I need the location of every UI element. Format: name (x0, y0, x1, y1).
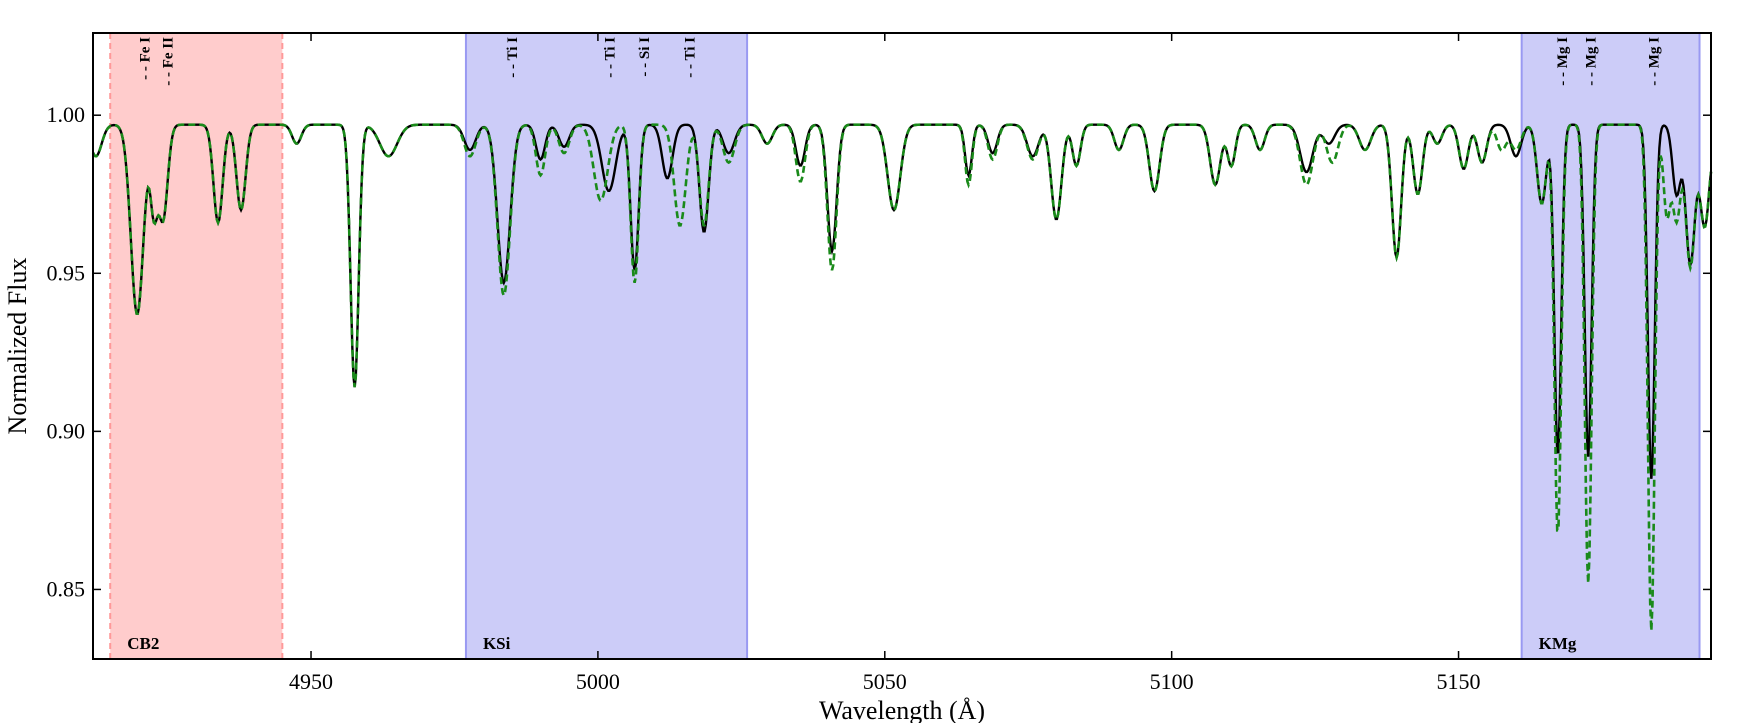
y-tick-label-2: 0.95 (47, 260, 86, 285)
line-id-label-0: - - Fe I (138, 37, 154, 80)
line-id-label-4: - - Si I (637, 37, 653, 77)
line-id-label-6: - - Mg I (1555, 37, 1571, 86)
line-id-label-7: - - Mg I (1584, 37, 1600, 86)
y-tick-label-0: 0.85 (47, 576, 86, 601)
x-tick-label-2: 5050 (863, 669, 907, 694)
x-axis-title: Wavelength (Å) (819, 696, 985, 723)
x-axis-ticks: 4950 5000 5050 5100 5150 (289, 33, 1481, 694)
x-tick-label-4: 5150 (1437, 669, 1481, 694)
band-cb2 (110, 33, 283, 659)
y-tick-label-1: 0.90 (47, 418, 86, 443)
spectrum-series (91, 123, 1713, 631)
band-label-kmg: KMg (1539, 634, 1577, 653)
line-id-label-3: - - Ti I (602, 37, 618, 78)
x-tick-label-0: 4950 (289, 669, 333, 694)
plot-frame (92, 32, 1712, 660)
band-ksi (465, 33, 748, 659)
band-label-cb2: CB2 (127, 634, 159, 653)
spectral-bands: CB2 KSi KMg (109, 33, 1701, 659)
y-axis-title: Normalized Flux (3, 258, 32, 435)
band-label-ksi: KSi (483, 634, 511, 653)
line-id-label-5: - - Ti I (683, 37, 699, 78)
y-tick-label-3: 1.00 (47, 102, 86, 127)
line-id-label-8: - - Mg I (1647, 37, 1663, 86)
line-id-label-1: - - Fe II (161, 37, 177, 86)
line-id-label-2: - - Ti I (505, 37, 521, 78)
y-axis-ticks: 0.85 0.90 0.95 1.00 (47, 102, 1711, 601)
spectrum-line-solid (91, 123, 1713, 479)
band-kmg (1521, 33, 1700, 659)
x-tick-label-1: 5000 (576, 669, 620, 694)
x-tick-label-3: 5100 (1150, 669, 1194, 694)
line-identifications: - - Fe I - - Fe II - - Ti I - - Ti I - - Si … (138, 37, 1663, 86)
spectrum-line-dashed (91, 123, 1713, 631)
